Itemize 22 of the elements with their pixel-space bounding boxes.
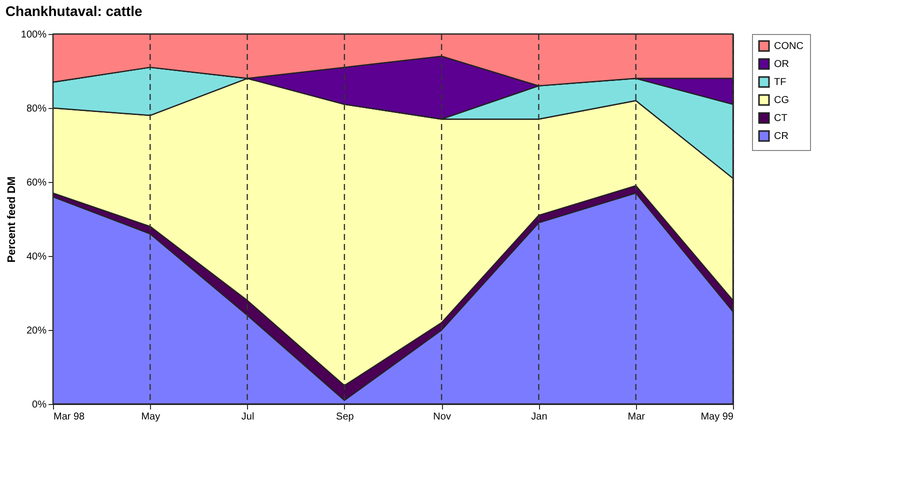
x-tick-label: Sep — [336, 412, 354, 422]
chart-title: Chankhutaval: cattle — [5, 3, 143, 19]
x-tick-label: Jan — [531, 412, 548, 422]
x-tick-label: Nov — [433, 412, 451, 422]
y-tick-label: 60% — [26, 178, 47, 188]
x-tick-label: May 99 — [700, 412, 734, 422]
legend-label: TF — [774, 77, 786, 88]
y-tick-label: 100% — [20, 30, 47, 40]
legend-label: CT — [774, 113, 788, 124]
legend-label: OR — [774, 59, 789, 70]
y-tick-label: 80% — [26, 104, 47, 114]
y-axis-title: Percent feed DM — [6, 176, 18, 263]
x-tick-label: Jul — [241, 412, 254, 422]
legend-label: CR — [774, 131, 788, 142]
legend-label: CONC — [774, 41, 804, 52]
x-tick-label: May — [141, 412, 160, 422]
y-tick-label: 20% — [26, 326, 47, 336]
legend-label: CG — [774, 95, 790, 106]
x-tick-label: Mar — [628, 412, 646, 422]
x-tick-label: Mar 98 — [54, 412, 86, 422]
y-tick-label: 0% — [32, 400, 47, 410]
y-tick-label: 40% — [26, 252, 47, 262]
